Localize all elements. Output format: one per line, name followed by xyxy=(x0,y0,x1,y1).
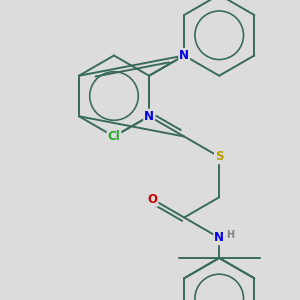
Text: H: H xyxy=(226,230,234,240)
Text: N: N xyxy=(214,231,224,244)
Text: O: O xyxy=(148,193,158,206)
Text: Cl: Cl xyxy=(108,130,120,143)
Text: N: N xyxy=(144,110,154,123)
Text: S: S xyxy=(215,150,224,163)
Text: N: N xyxy=(179,49,189,62)
